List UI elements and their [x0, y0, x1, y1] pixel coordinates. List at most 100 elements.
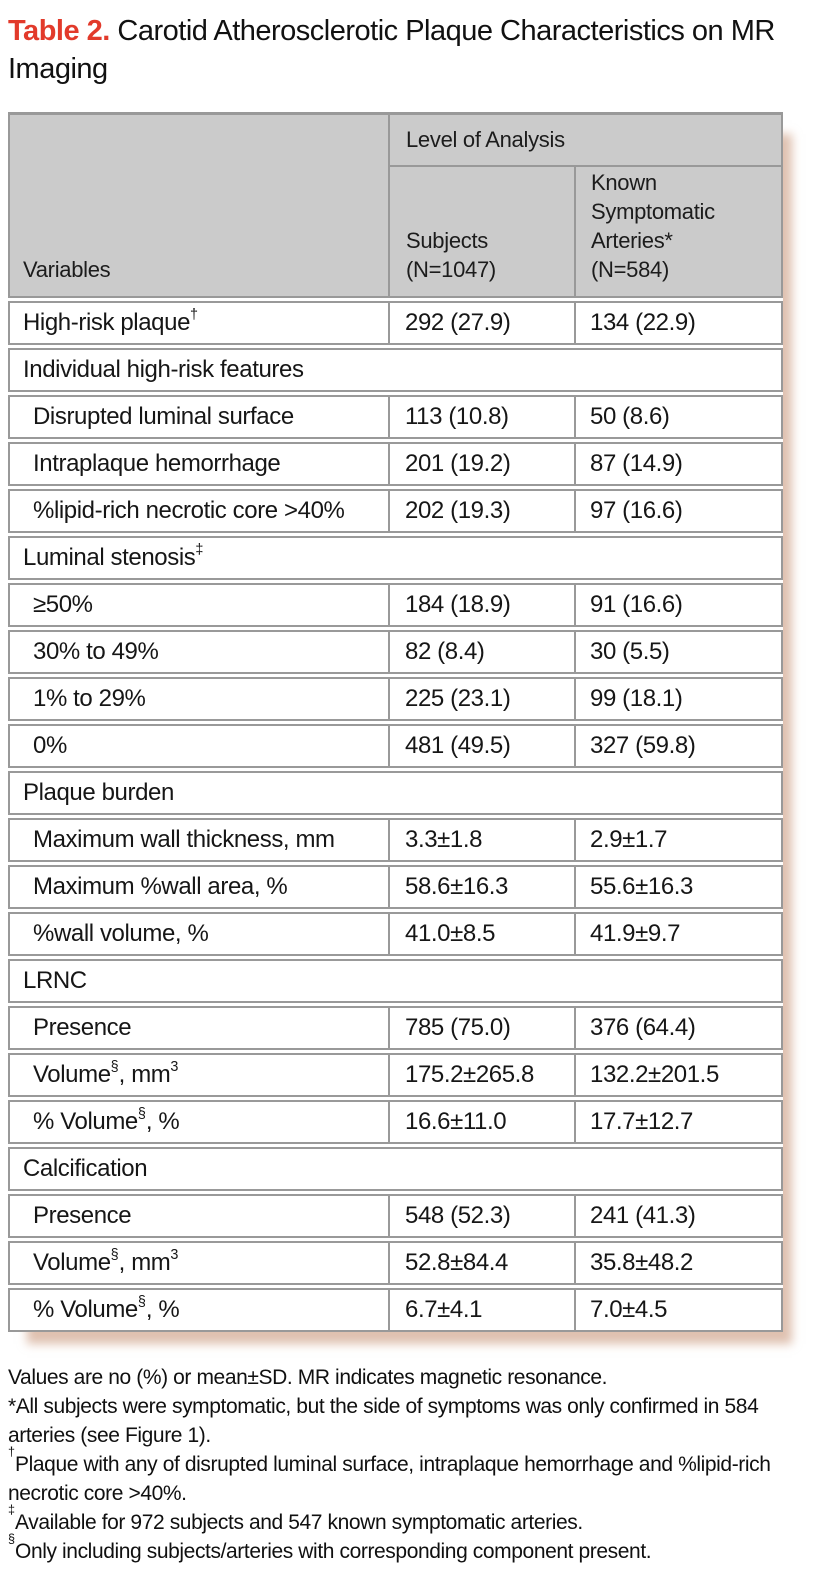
row-label: Disrupted luminal surface: [10, 397, 390, 437]
variables-header-label: Variables: [23, 257, 111, 282]
arteries-value: 91 (16.6): [590, 591, 683, 618]
table-row: %lipid-rich necrotic core >40% 202 (19.3)…: [8, 489, 783, 533]
footnote: Values are no (%) or mean±SD. MR indicat…: [8, 1363, 808, 1392]
subjects-value: 785 (75.0): [390, 1008, 576, 1048]
text-segment: % Volume: [33, 1296, 138, 1323]
table-number: Table 2.: [8, 15, 110, 47]
text-segment: , %: [145, 1296, 180, 1323]
text-segment: Maximum wall thickness, mm: [33, 826, 335, 853]
arteries-value: 241 (41.3): [590, 1202, 696, 1229]
data-table: Variables Level of Analysis Subjects (N=…: [8, 112, 783, 1332]
section-label: Calcification: [10, 1149, 781, 1189]
text-segment: Intraplaque hemorrhage: [33, 450, 281, 477]
subjects-value: 16.6±11.0: [390, 1102, 576, 1142]
subjects-column-header: Subjects (N=1047): [390, 167, 576, 296]
row-label: Maximum %wall area, %: [10, 867, 390, 907]
superscript-marker: †: [8, 1445, 16, 1460]
footnote: ‡Available for 972 subjects and 547 know…: [8, 1504, 808, 1537]
arteries-value: 99 (18.1): [590, 685, 683, 712]
row-label: Presence: [10, 1196, 390, 1236]
table-row: % Volume §, % 6.7±4.1 7.0±4.5: [8, 1288, 783, 1332]
arteries-value: 327 (59.8): [590, 732, 696, 759]
text-segment: Luminal stenosis: [23, 544, 196, 571]
table-row: High-risk plaque † 292 (27.9) 134 (22.9): [8, 301, 783, 345]
text-segment: Calcification: [23, 1155, 148, 1182]
subjects-value: 82 (8.4): [390, 632, 576, 672]
text-segment: % Volume: [33, 1108, 138, 1135]
table-row: %wall volume, % 41.0±8.5 41.9±9.7: [8, 912, 783, 956]
text-segment: Maximum %wall area, %: [33, 873, 288, 900]
table-body: High-risk plaque † 292 (27.9) 134 (22.9) Ind…: [8, 301, 783, 1332]
text-segment: Plaque burden: [23, 779, 174, 806]
subjects-header-line: (N=1047): [406, 257, 496, 282]
row-label: Intraplaque hemorrhage: [10, 444, 390, 484]
text-segment: Only including subjects/arteries with co…: [15, 1540, 652, 1563]
superscript-marker: ‡: [8, 1503, 16, 1518]
text-segment: Available for 972 subjects and 547 known…: [15, 1511, 583, 1534]
row-label: 30% to 49%: [10, 632, 390, 672]
text-segment: %wall volume, %: [33, 920, 209, 947]
table-row: 0% 481 (49.5) 327 (59.8): [8, 724, 783, 768]
footnote: †Plaque with any of disrupted luminal su…: [8, 1446, 808, 1508]
text-segment: Disrupted luminal surface: [33, 403, 294, 430]
table-row: Maximum %wall area, % 58.6±16.3 55.6±16.3: [8, 865, 783, 909]
table-section-row: Individual high-risk features: [8, 348, 783, 392]
table-title-text: Carotid Atherosclerotic Plaque Character…: [8, 15, 775, 85]
subjects-value: 202 (19.3): [390, 491, 576, 531]
superscript-marker: §: [8, 1532, 16, 1547]
subjects-value: 175.2±265.8: [390, 1055, 576, 1095]
text-segment: , mm: [118, 1061, 171, 1088]
table-row: Maximum wall thickness, mm 3.3±1.8 2.9±1.7: [8, 818, 783, 862]
text-segment: *All subjects were symptomatic, but the …: [8, 1395, 759, 1447]
text-segment: High-risk plaque: [23, 309, 191, 336]
subjects-value: 113 (10.8): [390, 397, 576, 437]
text-segment: LRNC: [23, 967, 87, 994]
subjects-value: 201 (19.2): [390, 444, 576, 484]
table-row: Presence 548 (52.3) 241 (41.3): [8, 1194, 783, 1238]
text-segment: 1% to 29%: [33, 685, 146, 712]
level-of-analysis-label: Level of Analysis: [406, 127, 565, 152]
table-header: Variables Level of Analysis Subjects (N=…: [8, 112, 783, 298]
row-label: 1% to 29%: [10, 679, 390, 719]
row-label: Volume §, mm 3: [10, 1243, 390, 1283]
subjects-value: 225 (23.1): [390, 679, 576, 719]
section-label: LRNC: [10, 961, 781, 1001]
subjects-value: 292 (27.9): [390, 303, 576, 343]
arteries-value: 132.2±201.5: [590, 1061, 719, 1088]
table-row: Presence 785 (75.0) 376 (64.4): [8, 1006, 783, 1050]
arteries-value: 30 (5.5): [590, 638, 670, 665]
arteries-header-line: (N=584): [591, 257, 669, 282]
arteries-value: 2.9±1.7: [590, 826, 668, 853]
variables-column-header: Variables: [10, 115, 390, 296]
table-row: ≥50% 184 (18.9) 91 (16.6): [8, 583, 783, 627]
text-segment: Individual high-risk features: [23, 356, 304, 383]
arteries-value: 55.6±16.3: [590, 873, 693, 900]
text-segment: Volume: [33, 1249, 111, 1276]
arteries-header-line: Arteries*: [591, 228, 673, 253]
row-label: %lipid-rich necrotic core >40%: [10, 491, 390, 531]
row-label: Maximum wall thickness, mm: [10, 820, 390, 860]
table-section-row: Plaque burden: [8, 771, 783, 815]
row-label: % Volume §, %: [10, 1102, 390, 1142]
arteries-value: 41.9±9.7: [590, 920, 681, 947]
row-label: 0%: [10, 726, 390, 766]
text-segment: Plaque with any of disrupted luminal sur…: [8, 1453, 771, 1505]
section-label: Luminal stenosis ‡: [23, 542, 204, 571]
text-segment: 0%: [33, 732, 67, 759]
table-section-row: Luminal stenosis ‡: [8, 536, 783, 580]
row-label: %wall volume, %: [10, 914, 390, 954]
subjects-value: 481 (49.5): [390, 726, 576, 766]
symptomatic-arteries-column-header: Known Symptomatic Arteries* (N=584): [576, 167, 781, 296]
table-title: Table 2. Carotid Atherosclerotic Plaque …: [8, 12, 780, 88]
text-segment: , mm: [118, 1249, 171, 1276]
subjects-header-line: Subjects: [406, 228, 488, 253]
footnote: §Only including subjects/arteries with c…: [8, 1533, 808, 1566]
table-row: Volume §, mm 3 52.8±84.4 35.8±48.2: [8, 1241, 783, 1285]
arteries-header-line: Symptomatic: [591, 199, 715, 224]
text-segment: 30% to 49%: [33, 638, 159, 665]
text-segment: Presence: [33, 1202, 132, 1229]
arteries-value: 50 (8.6): [590, 403, 670, 430]
arteries-value: 87 (14.9): [590, 450, 683, 477]
table-section-row: LRNC: [8, 959, 783, 1003]
